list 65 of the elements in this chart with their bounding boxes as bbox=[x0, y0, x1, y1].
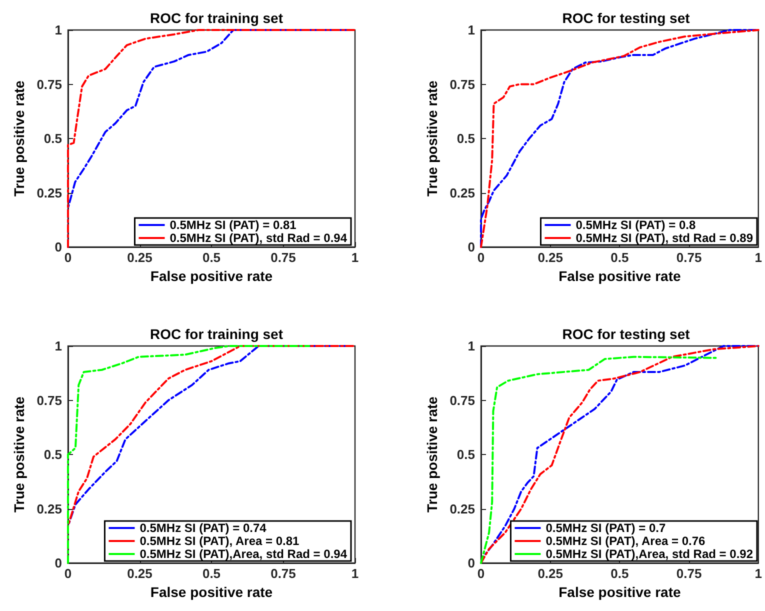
x-tick-label: 0.5 bbox=[610, 250, 629, 265]
x-tick-label: 0.25 bbox=[538, 250, 564, 265]
legend-label: 0.5MHz SI (PAT) = 0.8 bbox=[576, 218, 696, 232]
y-axis-title: True positive rate bbox=[424, 396, 440, 512]
y-tick-label: 0.25 bbox=[450, 501, 475, 516]
line-series bbox=[480, 29, 760, 248]
x-axis-title: False positive rate bbox=[558, 584, 681, 600]
y-axis-title: True positive rate bbox=[424, 80, 440, 196]
chart-title: ROC for testing set bbox=[562, 326, 690, 342]
y-tick-label: 0.5 bbox=[456, 131, 475, 146]
x-tick-label: 0.75 bbox=[676, 250, 702, 265]
line-series bbox=[480, 345, 760, 564]
y-tick-label: 1 bbox=[468, 338, 475, 354]
chart-title: ROC for testing set bbox=[562, 10, 690, 26]
x-tick-label: 1 bbox=[754, 566, 762, 581]
legend-label: 0.5MHz SI (PAT),Area, std Rad = 0.92 bbox=[546, 547, 754, 561]
x-tick-label: 0 bbox=[64, 250, 72, 265]
y-tick-label: 0.25 bbox=[36, 501, 62, 516]
legend-label: 0.5MHz SI (PAT), std Rad = 0.89 bbox=[576, 231, 754, 245]
legend-label: 0.5MHz SI (PAT) = 0.7 bbox=[546, 521, 666, 535]
x-tick-label: 0.5 bbox=[610, 566, 629, 581]
y-tick-label: 0.75 bbox=[36, 76, 62, 92]
y-tick-label: 1 bbox=[468, 22, 475, 38]
line-series bbox=[480, 356, 720, 564]
y-tick-label: 1 bbox=[54, 22, 62, 38]
y-tick-label: 0 bbox=[54, 240, 62, 254]
y-tick-label: 0 bbox=[468, 240, 475, 254]
x-tick-label: 0 bbox=[477, 566, 485, 581]
x-axis-title: False positive rate bbox=[558, 268, 681, 284]
y-tick-label: 0 bbox=[468, 556, 475, 570]
y-tick-label: 0.5 bbox=[44, 447, 62, 462]
y-tick-label: 0.75 bbox=[450, 392, 475, 408]
x-tick-label: 0 bbox=[477, 250, 485, 265]
legend-label: 0.5MHz SI (PAT),Area, std Rad = 0.94 bbox=[140, 547, 348, 561]
y-tick-label: 0.5 bbox=[44, 131, 62, 146]
y-tick-label: 0.25 bbox=[450, 185, 475, 200]
y-tick-label: 1 bbox=[54, 338, 62, 354]
x-axis-title: False positive rate bbox=[150, 584, 273, 600]
x-tick-label: 0.75 bbox=[676, 566, 702, 581]
x-tick-label: 1 bbox=[351, 250, 359, 265]
x-axis-title: False positive rate bbox=[150, 268, 273, 284]
x-tick-label: 0.5 bbox=[202, 250, 221, 265]
y-tick-label: 0.25 bbox=[36, 185, 62, 200]
y-tick-label: 0.75 bbox=[450, 76, 475, 92]
y-tick-label: 0.75 bbox=[36, 392, 62, 408]
y-axis-title: True positive rate bbox=[10, 80, 27, 196]
legend-label: 0.5MHz SI (PAT) = 0.81 bbox=[170, 218, 297, 232]
y-axis-title: True positive rate bbox=[10, 396, 27, 512]
y-tick-label: 0.5 bbox=[456, 447, 475, 462]
chart-title: ROC for training set bbox=[150, 326, 284, 342]
x-tick-label: 0.75 bbox=[270, 566, 296, 581]
x-tick-label: 0.5 bbox=[202, 566, 221, 581]
legend-label: 0.5MHz SI (PAT), std Rad = 0.94 bbox=[170, 231, 348, 245]
x-tick-label: 0.25 bbox=[538, 566, 564, 581]
legend-label: 0.5MHz SI (PAT), Area = 0.76 bbox=[546, 534, 706, 548]
x-tick-label: 0.75 bbox=[270, 250, 296, 265]
x-tick-label: 1 bbox=[351, 566, 359, 581]
chart-title: ROC for training set bbox=[150, 10, 284, 26]
x-tick-label: 0 bbox=[64, 566, 72, 581]
x-tick-label: 1 bbox=[754, 250, 762, 265]
legend-label: 0.5MHz SI (PAT) = 0.74 bbox=[140, 521, 267, 535]
legend-label: 0.5MHz SI (PAT), Area = 0.81 bbox=[140, 534, 300, 548]
x-tick-label: 0.25 bbox=[127, 250, 152, 265]
y-tick-label: 0 bbox=[54, 556, 62, 570]
x-tick-label: 0.25 bbox=[127, 566, 152, 581]
